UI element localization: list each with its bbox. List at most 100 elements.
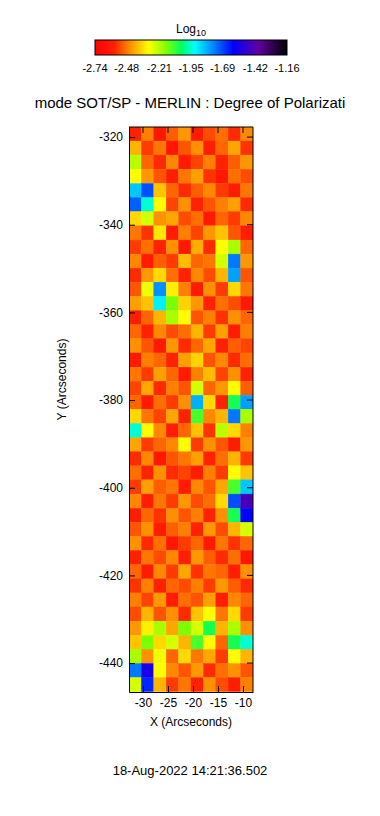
cell <box>228 452 240 466</box>
cell <box>141 367 153 381</box>
cell <box>241 607 253 621</box>
cell <box>216 424 228 438</box>
cell <box>228 480 240 494</box>
cell <box>191 607 203 621</box>
tick: -320 <box>99 130 135 144</box>
tick-mark <box>247 137 253 138</box>
colorbar-title: Log10 <box>176 22 206 38</box>
cell <box>228 536 240 550</box>
cell <box>141 480 153 494</box>
title: mode SOT/SP - MERLIN : Degree of Polariz… <box>35 94 346 111</box>
cell <box>129 593 141 607</box>
cell <box>241 254 253 268</box>
cell <box>203 240 215 254</box>
cell <box>154 424 166 438</box>
cell <box>166 282 178 296</box>
cell <box>191 593 203 607</box>
cell <box>228 311 240 325</box>
axis-line <box>129 128 130 693</box>
frame-top <box>129 127 253 128</box>
cell <box>216 226 228 240</box>
cell <box>241 438 253 452</box>
cell <box>179 141 191 155</box>
cell <box>166 409 178 423</box>
cell <box>154 395 166 409</box>
tick-label: -20 <box>185 696 203 710</box>
cell <box>129 367 141 381</box>
tick: -380 <box>99 393 135 407</box>
cell <box>203 212 215 226</box>
cell <box>166 127 178 141</box>
cell <box>228 593 240 607</box>
cell <box>141 678 153 692</box>
tick-label: -25 <box>160 696 178 710</box>
cell <box>179 155 191 169</box>
cell <box>241 649 253 663</box>
cell <box>203 127 215 141</box>
cell <box>216 169 228 183</box>
cell <box>166 353 178 367</box>
cell <box>191 240 203 254</box>
cell <box>241 127 253 141</box>
tick-mark <box>247 575 253 576</box>
cell <box>228 395 240 409</box>
cell <box>129 438 141 452</box>
cell <box>179 522 191 536</box>
cell <box>129 424 141 438</box>
cell <box>203 522 215 536</box>
cell <box>179 452 191 466</box>
cell <box>129 536 141 550</box>
cell <box>166 296 178 310</box>
cell <box>191 353 203 367</box>
cell <box>241 550 253 564</box>
cell <box>203 536 215 550</box>
cell <box>241 169 253 183</box>
cell <box>141 155 153 169</box>
cell <box>203 607 215 621</box>
cell <box>228 494 240 508</box>
cell <box>228 522 240 536</box>
cell <box>166 438 178 452</box>
cell <box>216 678 228 692</box>
cell <box>179 593 191 607</box>
cell <box>141 141 153 155</box>
cell <box>203 635 215 649</box>
tick-label: -15 <box>210 696 228 710</box>
cell <box>166 466 178 480</box>
cell <box>179 621 191 635</box>
cell <box>166 226 178 240</box>
cell <box>203 565 215 579</box>
cell <box>228 226 240 240</box>
cell <box>191 184 203 198</box>
cell <box>141 311 153 325</box>
tick-mark <box>193 127 194 133</box>
cell <box>141 635 153 649</box>
cell <box>166 155 178 169</box>
cell <box>241 395 253 409</box>
tick-mark <box>218 686 219 692</box>
cell <box>166 621 178 635</box>
y-axis: -320-340-360-380-400-420-440 <box>99 128 135 693</box>
cell <box>203 155 215 169</box>
cell <box>228 367 240 381</box>
colorbar-tick-label: -1.16 <box>274 62 299 74</box>
cell <box>129 678 141 692</box>
cell <box>241 508 253 522</box>
cell <box>191 254 203 268</box>
cell <box>129 409 141 423</box>
cell <box>216 367 228 381</box>
tick-mark <box>247 487 253 488</box>
cell <box>216 339 228 353</box>
tick: -10 <box>235 686 253 710</box>
cell <box>241 184 253 198</box>
cell <box>166 494 178 508</box>
cell <box>241 296 253 310</box>
cell <box>216 198 228 212</box>
cell <box>203 678 215 692</box>
cell <box>166 212 178 226</box>
cell <box>166 198 178 212</box>
cell <box>129 141 141 155</box>
x-axis: -30-25-20-15-10 <box>130 686 254 710</box>
cell <box>216 282 228 296</box>
cell <box>179 536 191 550</box>
